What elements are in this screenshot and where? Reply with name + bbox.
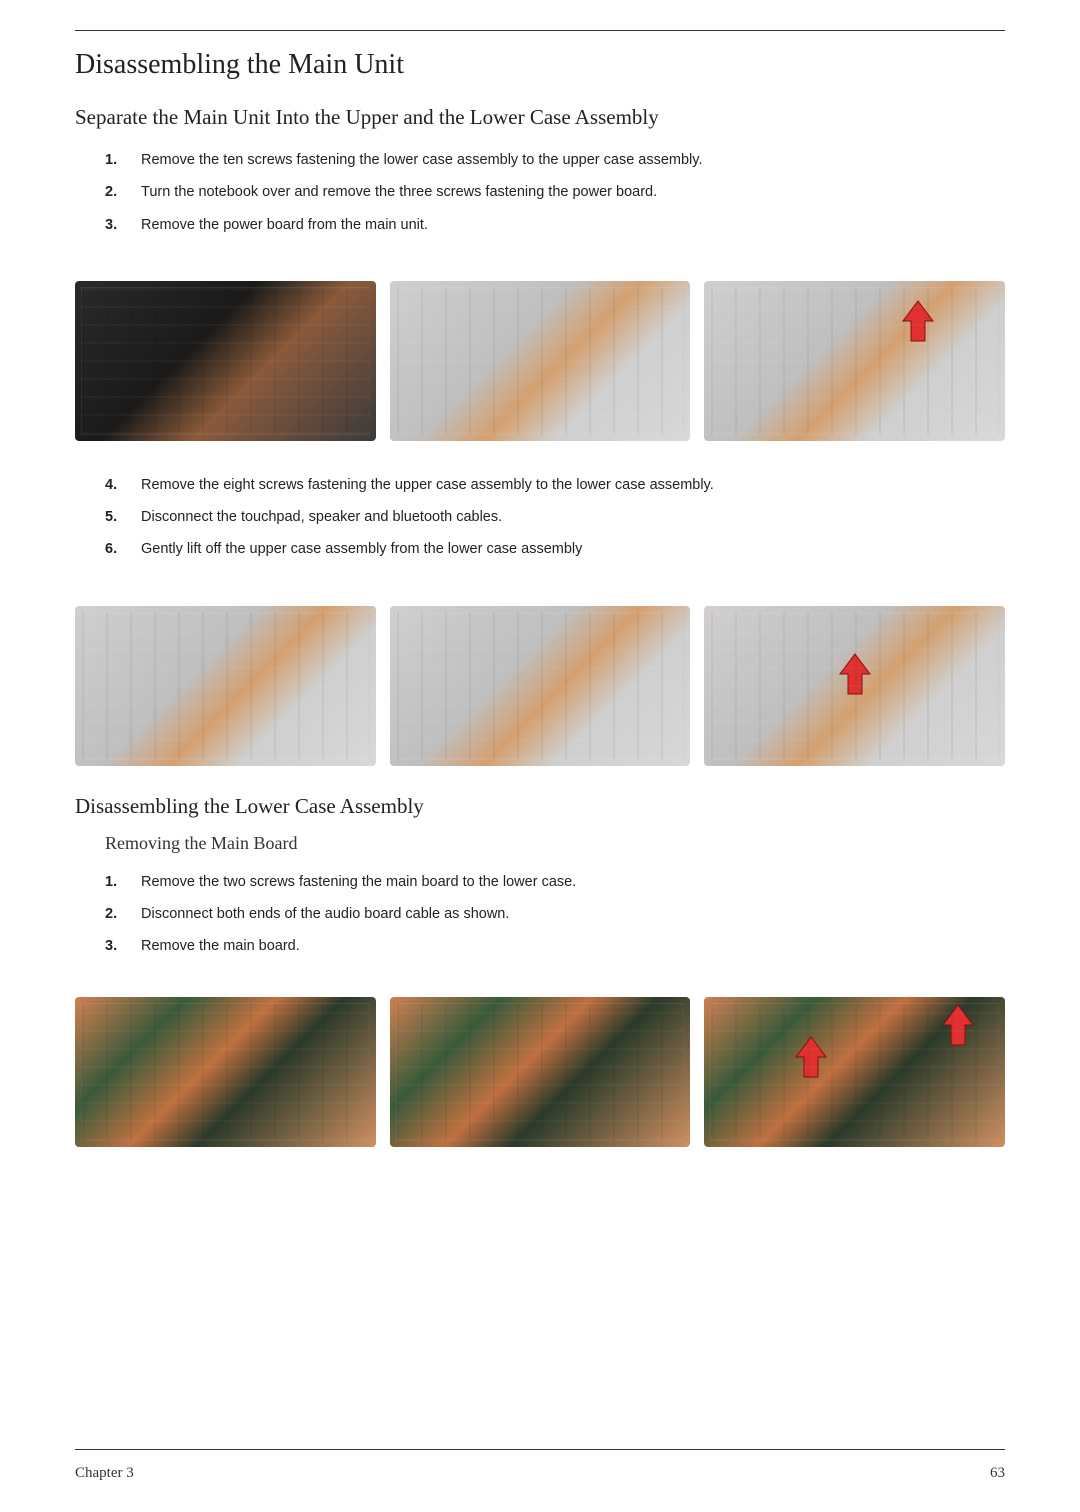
- image-row-1: [75, 281, 1005, 441]
- bottom-rule: [75, 1449, 1005, 1450]
- step-item: Remove the two screws fastening the main…: [105, 866, 1005, 898]
- mainboard-photo: [75, 997, 376, 1147]
- disassembly-photo: [390, 281, 691, 441]
- step-item: Remove the main board.: [105, 930, 1005, 962]
- page-number: 63: [990, 1465, 1005, 1482]
- disassembly-photo: [75, 281, 376, 441]
- step-item: Disconnect the touchpad, speaker and blu…: [105, 501, 1005, 533]
- step-item: Remove the eight screws fastening the up…: [105, 469, 1005, 501]
- steps-list-b: Remove the eight screws fastening the up…: [105, 469, 1005, 566]
- disassembly-photo: [75, 606, 376, 766]
- lift-arrow-icon: [794, 1035, 828, 1079]
- step-item: Turn the notebook over and remove the th…: [105, 176, 1005, 208]
- step-item: Disconnect both ends of the audio board …: [105, 898, 1005, 930]
- lift-arrow-icon: [941, 1003, 975, 1047]
- disassembly-photo: [704, 606, 1005, 766]
- disassembly-photo: [704, 281, 1005, 441]
- page-footer: Chapter 3 63: [75, 1465, 1005, 1482]
- mainboard-photo: [704, 997, 1005, 1147]
- subsection-heading-main-board: Removing the Main Board: [105, 833, 1005, 854]
- disassembly-photo: [390, 606, 691, 766]
- step-item: Remove the power board from the main uni…: [105, 209, 1005, 241]
- step-item: Gently lift off the upper case assembly …: [105, 533, 1005, 565]
- mainboard-photo: [390, 997, 691, 1147]
- page-title: Disassembling the Main Unit: [75, 49, 1005, 81]
- section-heading-lower-case: Disassembling the Lower Case Assembly: [75, 794, 1005, 819]
- image-row-3: [75, 997, 1005, 1147]
- step-item: Remove the ten screws fastening the lowe…: [105, 144, 1005, 176]
- image-row-2: [75, 606, 1005, 766]
- section-heading-separate: Separate the Main Unit Into the Upper an…: [75, 105, 1005, 130]
- steps-list-a: Remove the ten screws fastening the lowe…: [105, 144, 1005, 241]
- steps-list-lower: Remove the two screws fastening the main…: [105, 866, 1005, 963]
- top-rule: [75, 30, 1005, 31]
- lift-arrow-icon: [901, 299, 935, 343]
- lift-arrow-icon: [838, 652, 872, 696]
- chapter-label: Chapter 3: [75, 1465, 134, 1482]
